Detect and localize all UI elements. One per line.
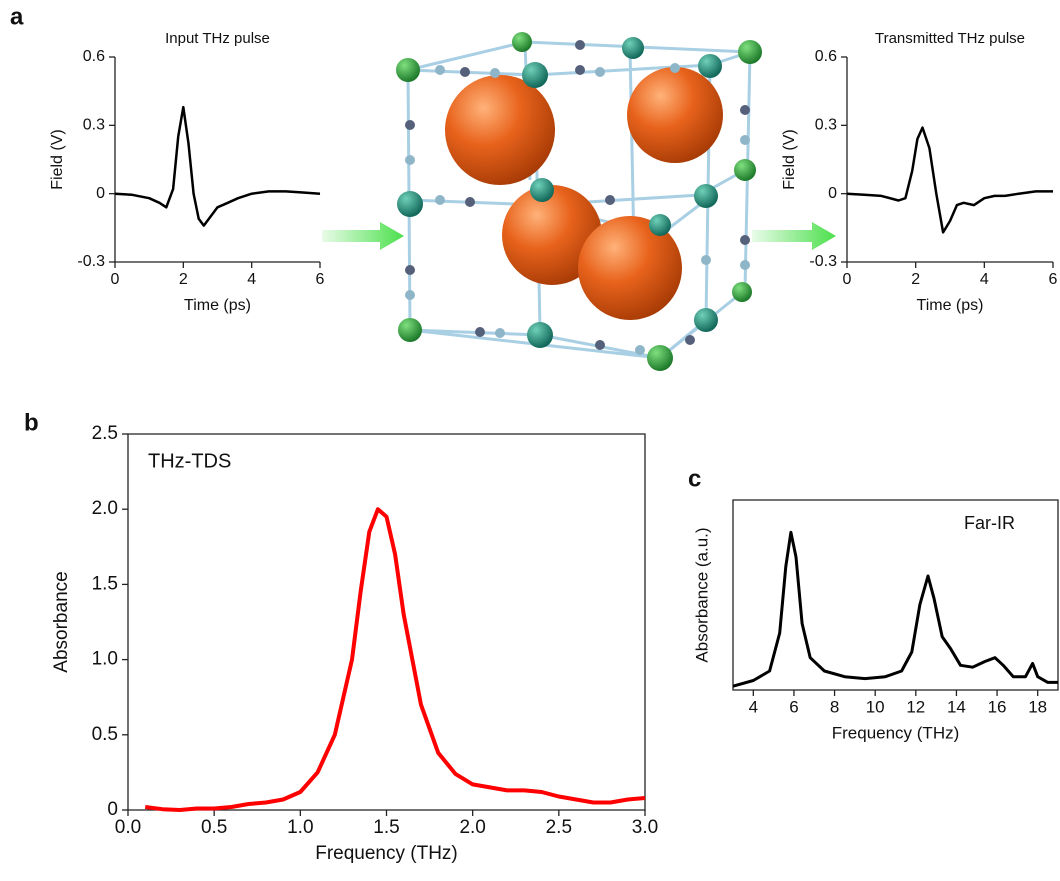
crystal-atoms xyxy=(396,32,762,371)
y-tick-label: -0.3 xyxy=(77,253,105,270)
x-tick-label: 0 xyxy=(843,271,852,288)
x-axis-label: Frequency (THz) xyxy=(832,723,960,742)
x-tick-label: 14 xyxy=(947,697,966,716)
x-tick-label: 10 xyxy=(866,697,885,716)
y-tick-label: 0.3 xyxy=(815,117,837,134)
axis-frame xyxy=(114,57,320,263)
axis-frame xyxy=(127,433,646,811)
x-tick-label: 2.5 xyxy=(546,817,572,838)
x-tick-label: 18 xyxy=(1028,697,1047,716)
x-tick-label: 16 xyxy=(988,697,1007,716)
x-tick-label: 12 xyxy=(906,697,925,716)
arrow xyxy=(322,222,404,250)
data-line xyxy=(846,126,1053,234)
panel-label: b xyxy=(24,409,39,436)
y-axis-label: Absorbance (a.u.) xyxy=(692,527,711,662)
y-tick-label: 0.6 xyxy=(815,48,837,65)
data-line xyxy=(144,507,646,812)
x-tick-label: 6 xyxy=(789,697,798,716)
data-line xyxy=(732,530,1058,688)
annotation: THz-TDS xyxy=(148,450,231,472)
axis-frame xyxy=(846,57,1053,263)
x-tick-label: 8 xyxy=(830,697,839,716)
chart-title: Input THz pulse xyxy=(165,30,270,47)
y-tick-label: 2.0 xyxy=(92,498,118,519)
y-axis-label: Field (V) xyxy=(781,129,798,189)
axis-frame xyxy=(732,499,1059,691)
y-tick-label: 1.5 xyxy=(92,573,118,594)
chart-title: Transmitted THz pulse xyxy=(875,30,1025,47)
x-tick-label: 4 xyxy=(247,271,256,288)
y-tick-label: 0.6 xyxy=(83,48,105,65)
panel-label: c xyxy=(688,465,701,492)
x-tick-label: 6 xyxy=(1049,271,1058,288)
x-tick-label: 4 xyxy=(749,697,758,716)
x-tick-label: 3.0 xyxy=(632,817,658,838)
x-tick-label: 2 xyxy=(179,271,188,288)
y-axis-label: Absorbance xyxy=(51,571,72,672)
data-line xyxy=(114,105,321,227)
x-axis-label: Frequency (THz) xyxy=(315,843,458,864)
x-tick-label: 1.5 xyxy=(373,817,399,838)
y-tick-label: 2.5 xyxy=(92,423,118,444)
panel-label: a xyxy=(10,3,24,30)
x-axis-label: Time (ps) xyxy=(917,297,984,314)
annotation: Far-IR xyxy=(964,513,1015,533)
x-tick-label: 2.0 xyxy=(459,817,485,838)
y-tick-label: 0 xyxy=(96,185,105,202)
x-tick-label: 0.5 xyxy=(201,817,227,838)
x-tick-label: 4 xyxy=(980,271,989,288)
x-tick-label: 6 xyxy=(316,271,325,288)
y-tick-label: -0.3 xyxy=(809,253,837,270)
x-axis-label: Time (ps) xyxy=(184,297,251,314)
y-tick-label: 0 xyxy=(107,799,118,820)
x-tick-label: 1.0 xyxy=(287,817,313,838)
x-tick-label: 2 xyxy=(911,271,920,288)
y-tick-label: 0.3 xyxy=(83,117,105,134)
y-tick-label: 1.0 xyxy=(92,649,118,670)
x-tick-label: 0 xyxy=(111,271,120,288)
x-tick-label: 0.0 xyxy=(115,817,141,838)
y-tick-label: 0.5 xyxy=(92,724,118,745)
y-axis-label: Field (V) xyxy=(49,129,66,189)
arrow xyxy=(752,222,836,250)
y-tick-label: 0 xyxy=(828,185,837,202)
